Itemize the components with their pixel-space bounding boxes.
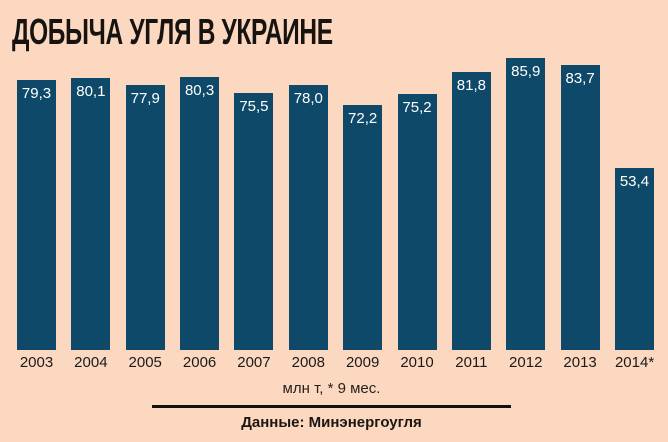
chart-title: ДОБЫЧА УГЛЯ В УКРАИНЕ	[12, 11, 333, 52]
year-label: 2012	[509, 354, 543, 371]
bar-value-label: 72,2	[348, 110, 378, 127]
bar: 53,4	[614, 168, 654, 350]
bar-value-label: 80,3	[184, 82, 215, 99]
units-note: млн т, * 9 мес.	[282, 380, 381, 397]
year-label: 2010	[400, 354, 434, 371]
bar-value-label: 85,9	[511, 63, 541, 80]
bar: 81,8	[451, 72, 491, 350]
bar: 72,2	[343, 105, 383, 350]
source-note: Данные: Минэнергоугля	[241, 414, 422, 431]
year-label: 2003	[19, 354, 54, 371]
year-label: 2007	[237, 354, 271, 371]
bar: 80,3	[180, 77, 220, 350]
bar: 77,9	[125, 85, 165, 350]
bar: 80,1	[71, 78, 111, 350]
year-label: 2011	[455, 354, 488, 371]
bar-value-label: 83,7	[565, 70, 595, 87]
divider-line	[152, 405, 511, 408]
bar: 78,0	[288, 85, 328, 350]
year-label: 2013	[563, 354, 597, 371]
bar: 75,5	[234, 93, 274, 350]
year-label: 2005	[128, 354, 162, 371]
bar-value-label: 53,4	[619, 173, 650, 190]
bar: 79,3	[17, 80, 56, 350]
year-label: 2008	[291, 354, 325, 371]
year-label: 2006	[182, 354, 217, 371]
bar-value-label: 77,9	[130, 90, 160, 107]
chart-footer: млн т, * 9 мес. Данные: Минэнергоугля	[152, 380, 511, 431]
bar-value-label: 78,0	[293, 90, 323, 107]
year-label: 2004	[74, 354, 108, 371]
year-label: 2014*	[614, 354, 655, 371]
bar: 83,7	[560, 65, 600, 350]
bar-chart-area: 79,3 80,1 77,9 80,3 75,5 78,0 72,2 75,2 81,8 85,9…	[17, 58, 654, 350]
bar-value-label: 79,3	[21, 85, 52, 102]
bar-value-label: 81,8	[456, 77, 486, 94]
bar-value-label: 75,2	[402, 99, 432, 116]
bar-value-label: 75,5	[239, 98, 269, 115]
bar-value-label: 80,1	[76, 83, 106, 100]
x-axis-labels: 2003 2004 2005 2006 2007 2008 2009 2010 2011 2012…	[0, 354, 668, 371]
year-label: 2009	[345, 354, 380, 371]
bar: 75,2	[397, 94, 437, 350]
bar: 85,9	[506, 58, 546, 350]
